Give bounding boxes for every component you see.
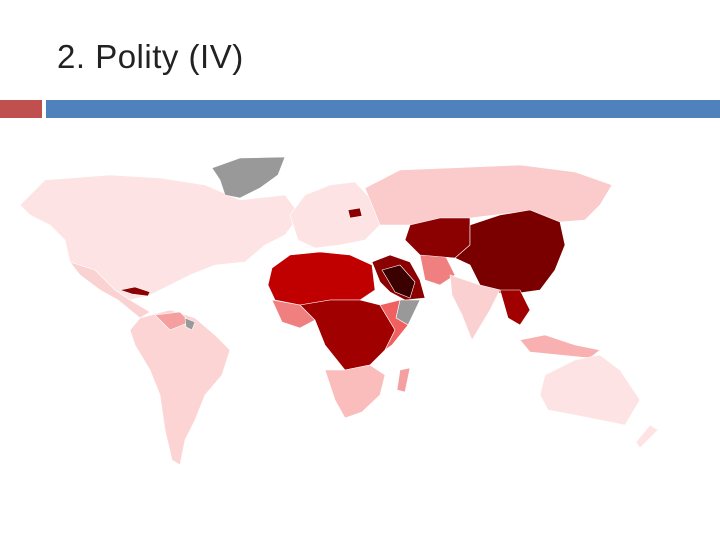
central-asia [404,217,471,259]
accent-bar [0,100,42,118]
iran [419,254,456,286]
north-america [19,174,301,301]
saudi-arabia [381,264,416,299]
header-bar [46,100,720,118]
belarus [347,207,363,219]
central-africa [299,299,396,371]
east-africa [379,299,409,351]
china [454,209,566,296]
north-africa [267,251,376,306]
guiana [184,317,196,331]
madagascar [396,367,411,393]
south-america [129,309,231,466]
new-zealand [635,424,659,449]
russia [364,164,613,226]
greenland [211,156,286,199]
mexico [69,261,151,319]
indonesia [519,334,601,359]
southern-africa [324,364,386,419]
australia [539,354,641,426]
countries [19,156,659,466]
southeast-asia [499,289,531,326]
west-africa [271,299,316,329]
india [449,274,501,341]
cuba [118,286,151,297]
slide-title: 2. Polity (IV) [57,38,244,75]
